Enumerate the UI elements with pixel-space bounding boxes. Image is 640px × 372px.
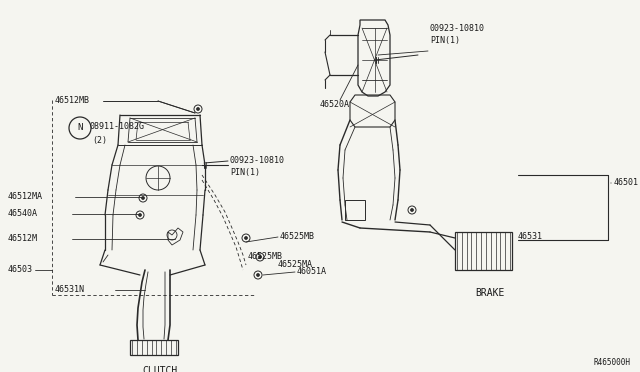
Text: N: N — [77, 124, 83, 132]
Circle shape — [244, 237, 248, 240]
Text: CLUTCH: CLUTCH — [142, 366, 178, 372]
Text: 46051A: 46051A — [297, 267, 327, 276]
Text: (2): (2) — [92, 136, 107, 145]
Text: 46520A: 46520A — [320, 100, 350, 109]
Circle shape — [257, 273, 259, 276]
Text: 46503: 46503 — [8, 265, 33, 274]
Text: PIN(1): PIN(1) — [430, 36, 460, 45]
Circle shape — [410, 208, 413, 212]
Circle shape — [196, 108, 200, 110]
Circle shape — [69, 117, 91, 139]
Circle shape — [259, 256, 262, 259]
Text: BRAKE: BRAKE — [476, 288, 505, 298]
Text: 46525MA: 46525MA — [278, 260, 313, 269]
Text: 46540A: 46540A — [8, 209, 38, 218]
Text: 00923-10810: 00923-10810 — [230, 156, 285, 165]
Text: 46512MA: 46512MA — [8, 192, 43, 201]
Text: 00923-10810: 00923-10810 — [430, 24, 485, 33]
Text: 08911-1082G: 08911-1082G — [90, 122, 145, 131]
Text: 46531N: 46531N — [55, 285, 85, 294]
Text: 46512MB: 46512MB — [55, 96, 90, 105]
Text: 46525MB: 46525MB — [248, 252, 283, 261]
Text: R465000H: R465000H — [593, 358, 630, 367]
Text: 46531: 46531 — [518, 232, 543, 241]
Circle shape — [138, 214, 141, 217]
Text: 46525MB: 46525MB — [280, 232, 315, 241]
Text: 46501: 46501 — [614, 178, 639, 187]
Circle shape — [141, 196, 145, 199]
Text: PIN(1): PIN(1) — [230, 168, 260, 177]
Text: 46512M: 46512M — [8, 234, 38, 243]
